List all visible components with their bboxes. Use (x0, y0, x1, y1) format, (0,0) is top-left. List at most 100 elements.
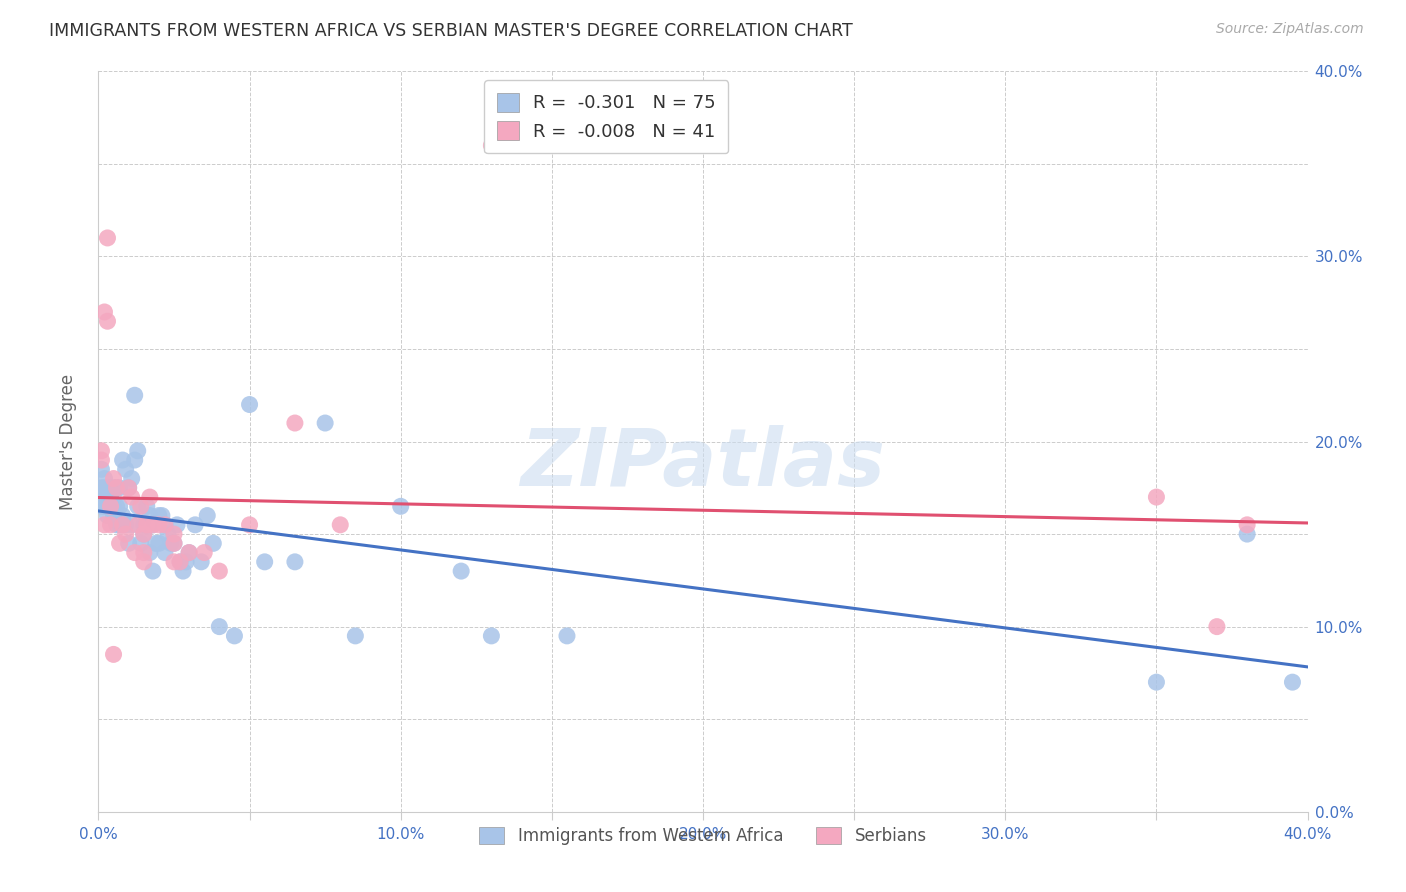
Point (153, 517, 176, 532)
Point (93, 305, 115, 319)
Point (450, 564, 472, 578)
Point (169, 555, 191, 569)
Point (142, 517, 165, 532)
Point (93, 481, 115, 495)
Point (96, 231, 118, 245)
Point (127, 500, 149, 514)
Point (148, 517, 170, 532)
Point (153, 517, 176, 532)
Legend: Immigrants from Western Africa, Serbians: Immigrants from Western Africa, Serbians (472, 820, 934, 852)
Point (132, 517, 155, 532)
Point (118, 481, 141, 495)
Point (90, 462, 112, 476)
Point (121, 490, 143, 504)
Point (96, 508, 118, 523)
Point (90, 481, 112, 495)
Point (121, 517, 143, 532)
Point (121, 472, 143, 486)
Point (93, 490, 115, 504)
Point (103, 500, 125, 514)
Point (105, 517, 128, 532)
Point (93, 472, 115, 486)
Point (156, 527, 179, 541)
Point (179, 545, 201, 560)
Point (163, 527, 186, 541)
Point (166, 517, 188, 532)
Point (148, 536, 170, 550)
Point (1144, 675, 1167, 690)
Point (1236, 517, 1258, 532)
Point (93, 517, 115, 532)
Point (129, 536, 152, 550)
Point (179, 545, 201, 560)
Point (193, 545, 215, 560)
Point (135, 517, 157, 532)
Point (118, 481, 141, 495)
Point (114, 517, 136, 532)
Point (108, 500, 131, 514)
Point (132, 555, 155, 569)
Text: IMMIGRANTS FROM WESTERN AFRICA VS SERBIAN MASTER'S DEGREE CORRELATION CHART: IMMIGRANTS FROM WESTERN AFRICA VS SERBIA… (49, 22, 853, 40)
Point (124, 545, 146, 560)
Point (142, 564, 165, 578)
Point (127, 443, 149, 458)
Point (555, 629, 578, 643)
Point (163, 536, 186, 550)
Point (481, 138, 503, 153)
Point (1281, 675, 1303, 690)
Point (132, 545, 155, 560)
Point (1206, 619, 1229, 633)
Point (163, 555, 186, 569)
Point (100, 481, 122, 495)
Point (100, 500, 122, 514)
Point (100, 517, 122, 532)
Point (103, 648, 125, 662)
Point (202, 536, 225, 550)
Point (148, 508, 170, 523)
Point (90, 453, 112, 467)
Point (1236, 527, 1258, 541)
Point (96, 314, 118, 328)
Point (190, 555, 212, 569)
Point (150, 508, 173, 523)
Point (142, 517, 165, 532)
Point (105, 481, 128, 495)
Point (239, 517, 262, 532)
Point (100, 490, 122, 504)
Point (174, 555, 197, 569)
Point (105, 481, 128, 495)
Point (124, 388, 146, 402)
Point (284, 555, 307, 569)
Text: Source: ZipAtlas.com: Source: ZipAtlas.com (1216, 22, 1364, 37)
Point (208, 619, 231, 633)
Point (103, 508, 125, 523)
Point (96, 481, 118, 495)
Point (114, 527, 136, 541)
Point (103, 481, 125, 495)
Point (195, 508, 218, 523)
Y-axis label: Master's Degree: Master's Degree (59, 374, 77, 509)
Point (253, 555, 276, 569)
Point (1144, 490, 1167, 504)
Point (135, 500, 157, 514)
Point (108, 517, 131, 532)
Point (145, 536, 167, 550)
Point (169, 555, 191, 569)
Point (103, 472, 125, 486)
Point (96, 500, 118, 514)
Point (111, 517, 134, 532)
Point (90, 500, 112, 514)
Point (124, 453, 146, 467)
Point (108, 536, 131, 550)
Point (114, 462, 136, 476)
Point (481, 629, 503, 643)
Point (135, 517, 157, 532)
Point (90, 443, 112, 458)
Point (105, 500, 128, 514)
Point (208, 564, 231, 578)
Point (118, 536, 141, 550)
Point (108, 481, 131, 495)
Point (284, 416, 307, 430)
Point (132, 527, 155, 541)
Point (153, 545, 176, 560)
